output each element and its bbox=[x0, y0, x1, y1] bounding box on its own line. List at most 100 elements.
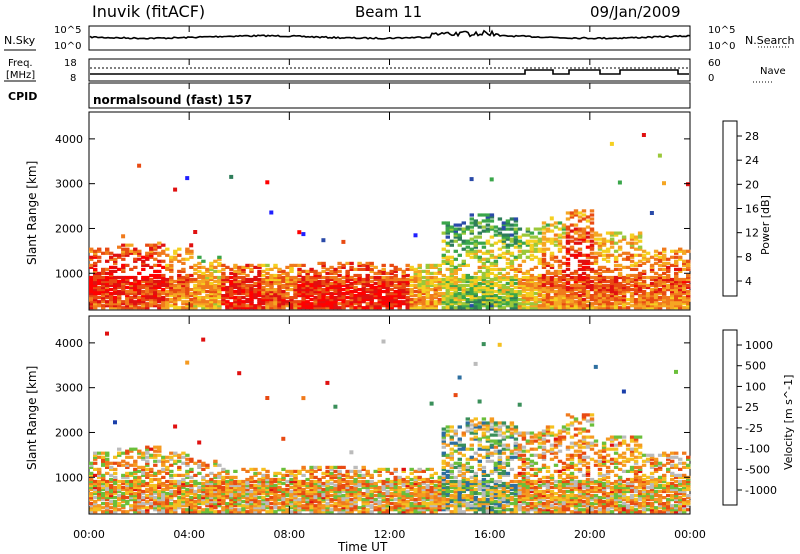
power-cell bbox=[589, 285, 595, 290]
velocity-cell bbox=[341, 508, 346, 512]
power-cell bbox=[425, 265, 430, 269]
power-cell bbox=[301, 306, 306, 310]
power-cell bbox=[545, 306, 551, 310]
velocity-cell bbox=[349, 498, 354, 502]
velocity-cell bbox=[133, 487, 138, 492]
power-cell bbox=[125, 292, 130, 296]
velocity-cell bbox=[185, 510, 190, 514]
velocity-cell bbox=[301, 492, 306, 496]
power-cell bbox=[617, 231, 623, 235]
velocity-cell bbox=[389, 483, 394, 488]
power-cell bbox=[421, 296, 426, 300]
velocity-cell bbox=[337, 485, 342, 490]
power-cell bbox=[577, 247, 583, 251]
power-cell bbox=[141, 259, 146, 263]
velocity-cell bbox=[437, 502, 442, 506]
power-cell bbox=[237, 304, 242, 308]
power-cell bbox=[309, 290, 314, 294]
station-title: Inuvik (fitACF) bbox=[92, 2, 205, 21]
power-cell bbox=[449, 294, 454, 298]
power-cell bbox=[241, 279, 246, 284]
velocity-cell bbox=[373, 469, 378, 473]
power-cell bbox=[213, 290, 218, 294]
velocity-cell bbox=[293, 469, 298, 473]
velocity-cell bbox=[293, 473, 298, 477]
velocity-cell bbox=[129, 504, 134, 508]
power-cell bbox=[597, 281, 603, 286]
power-cell bbox=[682, 290, 687, 294]
velocity-cell bbox=[341, 485, 346, 490]
power-cell bbox=[369, 298, 374, 302]
velocity-cell bbox=[101, 510, 106, 514]
power-cell bbox=[473, 277, 478, 282]
power-cell bbox=[297, 300, 302, 304]
power-cell bbox=[457, 263, 462, 267]
power-cell bbox=[561, 292, 567, 296]
power-cell bbox=[589, 269, 595, 273]
power-cell bbox=[545, 292, 551, 296]
power-cell bbox=[453, 223, 458, 227]
velocity-cell bbox=[149, 455, 154, 459]
velocity-cell bbox=[113, 475, 118, 479]
velocity-cell bbox=[453, 506, 458, 510]
power-cell bbox=[433, 283, 438, 288]
power-cell bbox=[585, 253, 591, 257]
power-cell bbox=[617, 290, 623, 294]
power-cell bbox=[469, 221, 474, 225]
power-cell bbox=[249, 277, 254, 282]
power-cell bbox=[473, 283, 478, 288]
velocity-cell bbox=[421, 481, 426, 486]
power-cell bbox=[125, 251, 130, 255]
power-cell bbox=[337, 292, 342, 296]
velocity-cell bbox=[149, 502, 154, 506]
velocity-cell bbox=[473, 496, 478, 500]
power-cell bbox=[237, 265, 242, 269]
power-cell bbox=[157, 292, 162, 296]
power-cell bbox=[429, 265, 434, 269]
power-cell bbox=[201, 302, 206, 306]
power-cell bbox=[505, 281, 511, 286]
velocity-cell bbox=[457, 481, 462, 486]
power-cell bbox=[605, 306, 611, 310]
velocity-cell bbox=[249, 504, 254, 508]
power-cell bbox=[357, 267, 362, 271]
velocity-cell bbox=[397, 496, 402, 500]
velocity-cell bbox=[241, 494, 246, 498]
power-cell bbox=[209, 271, 214, 275]
power-cell bbox=[657, 292, 663, 296]
velocity-cell bbox=[129, 494, 134, 498]
power-cell bbox=[141, 267, 146, 271]
power-cell bbox=[169, 263, 174, 267]
power-cell bbox=[682, 302, 687, 306]
power-cell bbox=[301, 300, 306, 304]
power-cell bbox=[509, 300, 515, 304]
velocity-cell bbox=[265, 492, 270, 496]
power-cell bbox=[549, 229, 555, 233]
power-cell bbox=[601, 265, 607, 269]
velocity-cell bbox=[449, 429, 454, 433]
velocity-cell bbox=[97, 475, 102, 479]
velocity-cell bbox=[437, 494, 442, 498]
velocity-cell bbox=[441, 437, 446, 441]
velocity-cell bbox=[93, 496, 98, 500]
power-cell bbox=[369, 283, 374, 288]
velocity-cell bbox=[161, 500, 166, 504]
power-cell bbox=[621, 300, 627, 304]
power-cell bbox=[686, 298, 691, 302]
power-cell bbox=[257, 294, 262, 298]
power-cell bbox=[289, 279, 294, 284]
velocity-cell bbox=[141, 489, 146, 494]
power-cell bbox=[577, 302, 583, 306]
power-cell bbox=[253, 306, 258, 310]
velocity-cell bbox=[257, 500, 262, 504]
velocity-cell bbox=[313, 475, 318, 479]
power-cell bbox=[117, 292, 122, 296]
power-cell bbox=[89, 255, 94, 259]
power-cell bbox=[678, 269, 683, 273]
velocity-cell bbox=[353, 504, 358, 508]
power-cell bbox=[381, 279, 386, 284]
power-cell bbox=[585, 267, 591, 271]
velocity-cell bbox=[317, 500, 322, 504]
power-cell bbox=[674, 279, 679, 284]
power-cell bbox=[581, 288, 587, 292]
